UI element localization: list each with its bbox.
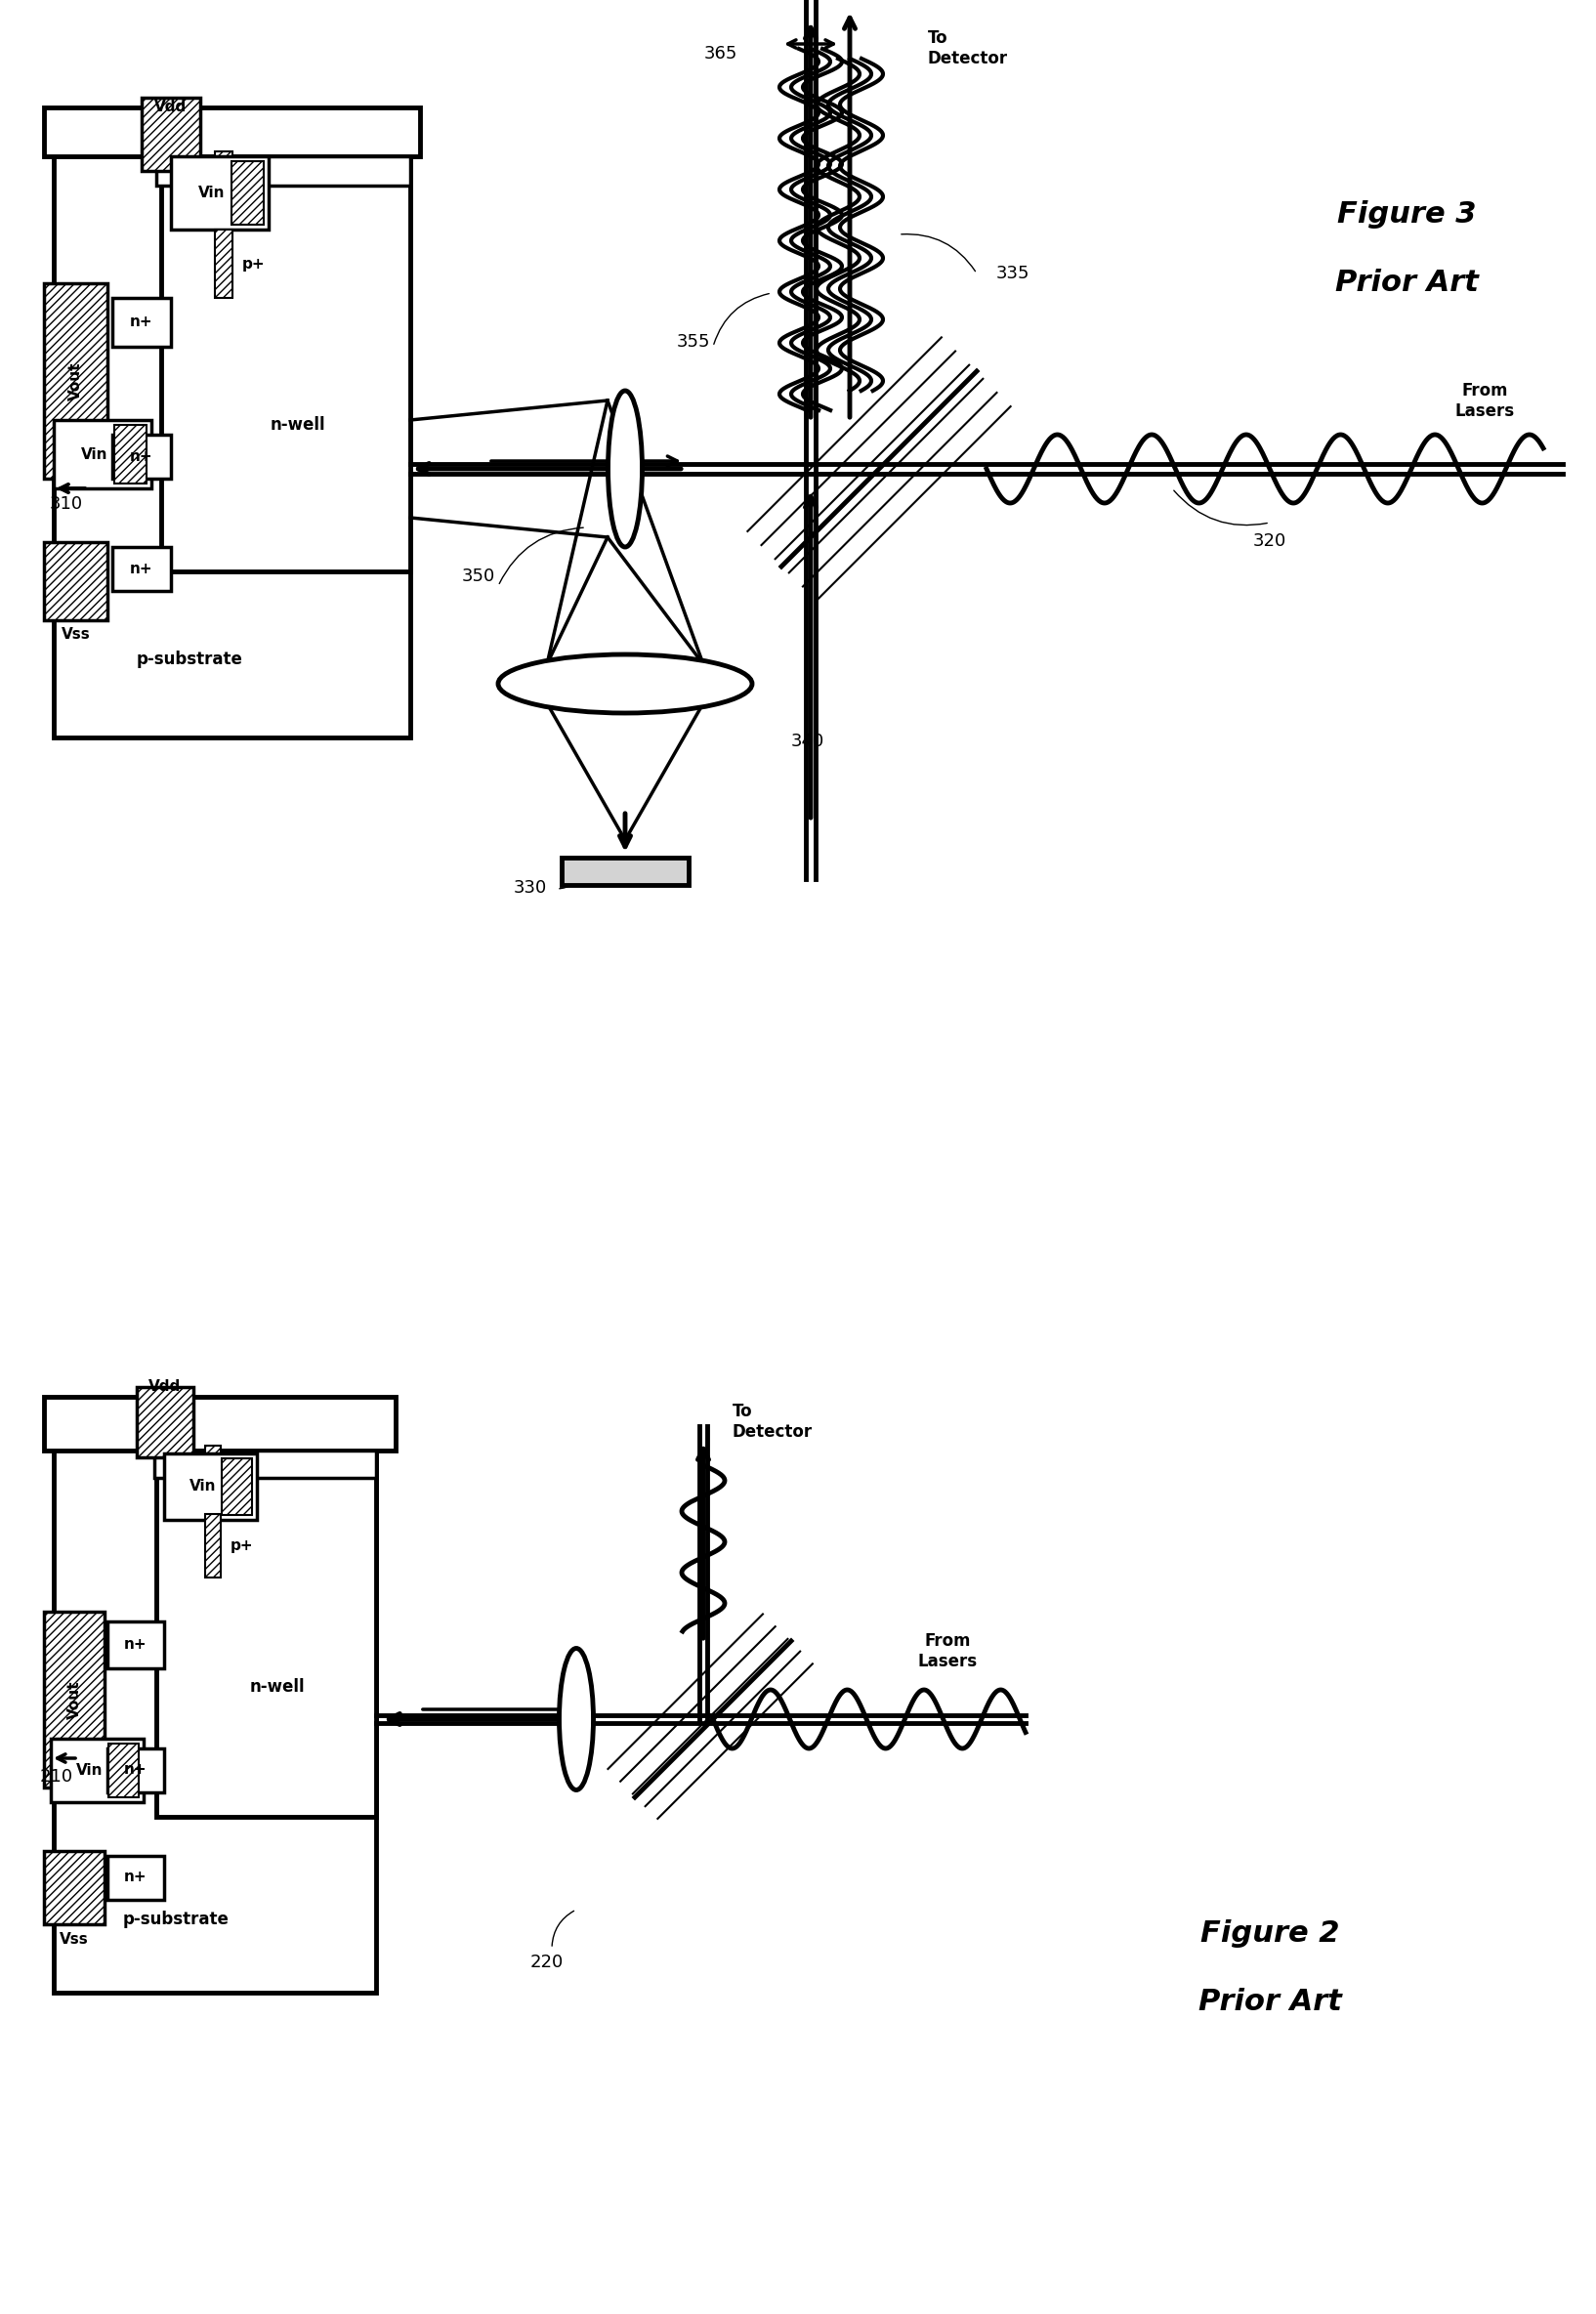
Text: n-well: n-well bbox=[249, 1678, 305, 1696]
Bar bbox=[107, 1622, 164, 1668]
Text: Vout: Vout bbox=[69, 361, 83, 400]
Bar bbox=[112, 546, 171, 590]
Text: n+: n+ bbox=[124, 1638, 147, 1652]
Bar bbox=[45, 1611, 104, 1786]
Bar bbox=[54, 1446, 377, 1992]
Bar bbox=[215, 150, 233, 224]
Ellipse shape bbox=[559, 1648, 594, 1791]
Text: n+: n+ bbox=[131, 449, 153, 465]
Text: Vin: Vin bbox=[77, 1763, 104, 1777]
Text: Vdd: Vdd bbox=[148, 1379, 182, 1395]
Bar bbox=[115, 426, 147, 484]
Text: 355: 355 bbox=[677, 333, 710, 352]
Text: Prior Art: Prior Art bbox=[1334, 268, 1478, 299]
Bar bbox=[112, 299, 171, 347]
Text: 220: 220 bbox=[530, 1953, 563, 1972]
Text: Figure 3: Figure 3 bbox=[1337, 201, 1476, 229]
Text: 310: 310 bbox=[49, 495, 83, 514]
Bar bbox=[45, 106, 420, 157]
Text: p+: p+ bbox=[243, 257, 265, 271]
Bar bbox=[156, 1446, 377, 1816]
Bar bbox=[206, 1446, 220, 1509]
Text: n-well: n-well bbox=[270, 417, 326, 433]
Text: From
Lasers: From Lasers bbox=[1456, 382, 1515, 421]
Bar bbox=[222, 1458, 252, 1516]
Bar bbox=[562, 858, 688, 884]
Bar bbox=[142, 97, 200, 171]
Bar bbox=[112, 435, 171, 479]
Bar bbox=[54, 150, 410, 738]
Text: n+: n+ bbox=[124, 1763, 147, 1777]
Text: Prior Art: Prior Art bbox=[1199, 1988, 1342, 2015]
Text: Vin: Vin bbox=[190, 1479, 217, 1495]
Text: n+: n+ bbox=[124, 1870, 147, 1884]
Text: 335: 335 bbox=[996, 264, 1029, 282]
Bar bbox=[171, 157, 268, 229]
Text: Figure 2: Figure 2 bbox=[1200, 1921, 1339, 1948]
Bar bbox=[45, 1851, 104, 1925]
Text: 340: 340 bbox=[792, 734, 825, 750]
Text: p-substrate: p-substrate bbox=[136, 650, 243, 669]
Text: p+: p+ bbox=[243, 174, 265, 187]
Text: Vout: Vout bbox=[67, 1680, 81, 1719]
Bar bbox=[164, 1453, 257, 1520]
Text: 210: 210 bbox=[40, 1768, 73, 1786]
Bar bbox=[54, 421, 152, 488]
Ellipse shape bbox=[498, 655, 752, 713]
Text: n+: n+ bbox=[131, 562, 153, 576]
Text: From
Lasers: From Lasers bbox=[918, 1631, 977, 1671]
Text: 320: 320 bbox=[1253, 532, 1286, 551]
Text: Vss: Vss bbox=[59, 1932, 89, 1946]
Bar bbox=[45, 541, 107, 620]
Text: p-substrate: p-substrate bbox=[123, 1911, 230, 1928]
Bar bbox=[155, 1451, 377, 1479]
Bar bbox=[137, 1386, 193, 1458]
Text: Vss: Vss bbox=[61, 627, 91, 643]
Bar bbox=[109, 1742, 139, 1798]
Text: To
Detector: To Detector bbox=[733, 1402, 812, 1442]
Bar bbox=[107, 1749, 164, 1793]
Text: 365: 365 bbox=[704, 44, 737, 62]
Bar bbox=[45, 1398, 396, 1451]
Text: n+: n+ bbox=[131, 315, 153, 329]
Bar bbox=[51, 1738, 144, 1803]
Bar bbox=[45, 282, 107, 479]
Bar bbox=[215, 229, 233, 299]
Bar bbox=[107, 1856, 164, 1900]
Bar bbox=[156, 157, 410, 185]
Text: 350: 350 bbox=[461, 567, 495, 585]
Text: To
Detector: To Detector bbox=[927, 30, 1009, 67]
Text: p+: p+ bbox=[231, 1539, 254, 1553]
Text: Vin: Vin bbox=[198, 185, 225, 201]
Text: Vin: Vin bbox=[81, 447, 109, 460]
Ellipse shape bbox=[608, 391, 642, 546]
Text: p+: p+ bbox=[231, 1469, 254, 1483]
Bar bbox=[161, 150, 410, 572]
Text: 330: 330 bbox=[514, 879, 547, 898]
Text: Vdd: Vdd bbox=[155, 100, 187, 116]
Bar bbox=[231, 162, 263, 224]
Bar bbox=[206, 1513, 220, 1578]
